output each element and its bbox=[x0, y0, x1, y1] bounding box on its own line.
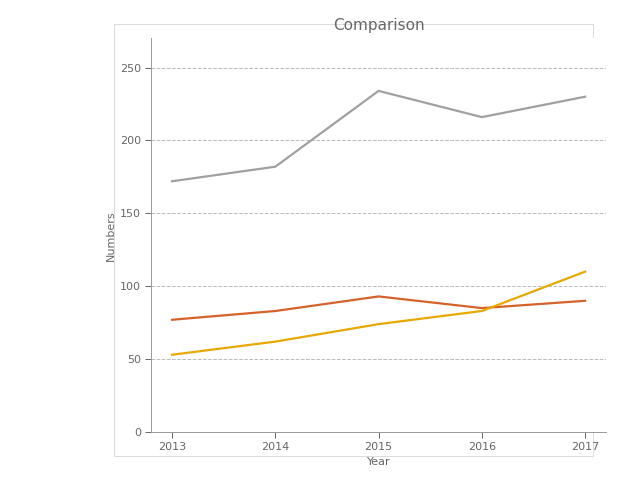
Alphabet bbox=[271, 339, 279, 345]
Line: Alphabet: Alphabet bbox=[172, 272, 585, 355]
Title: Comparison: Comparison bbox=[333, 18, 425, 33]
FancyBboxPatch shape bbox=[114, 24, 593, 456]
Apple bbox=[581, 94, 589, 99]
Alphabet bbox=[168, 352, 176, 358]
Microsoft bbox=[375, 294, 382, 300]
Microsoft bbox=[271, 308, 279, 314]
Apple bbox=[375, 88, 382, 94]
X-axis label: Year: Year bbox=[367, 456, 391, 467]
Microsoft bbox=[478, 305, 486, 311]
Line: Microsoft: Microsoft bbox=[172, 297, 585, 320]
Alphabet bbox=[478, 308, 486, 314]
Y-axis label: Numbers: Numbers bbox=[106, 210, 115, 261]
Microsoft bbox=[581, 298, 589, 304]
Line: Apple: Apple bbox=[172, 91, 585, 181]
Microsoft bbox=[168, 317, 176, 323]
Alphabet bbox=[581, 269, 589, 275]
Alphabet bbox=[375, 321, 382, 327]
Apple bbox=[168, 179, 176, 184]
Apple bbox=[271, 164, 279, 169]
Apple bbox=[478, 114, 486, 120]
